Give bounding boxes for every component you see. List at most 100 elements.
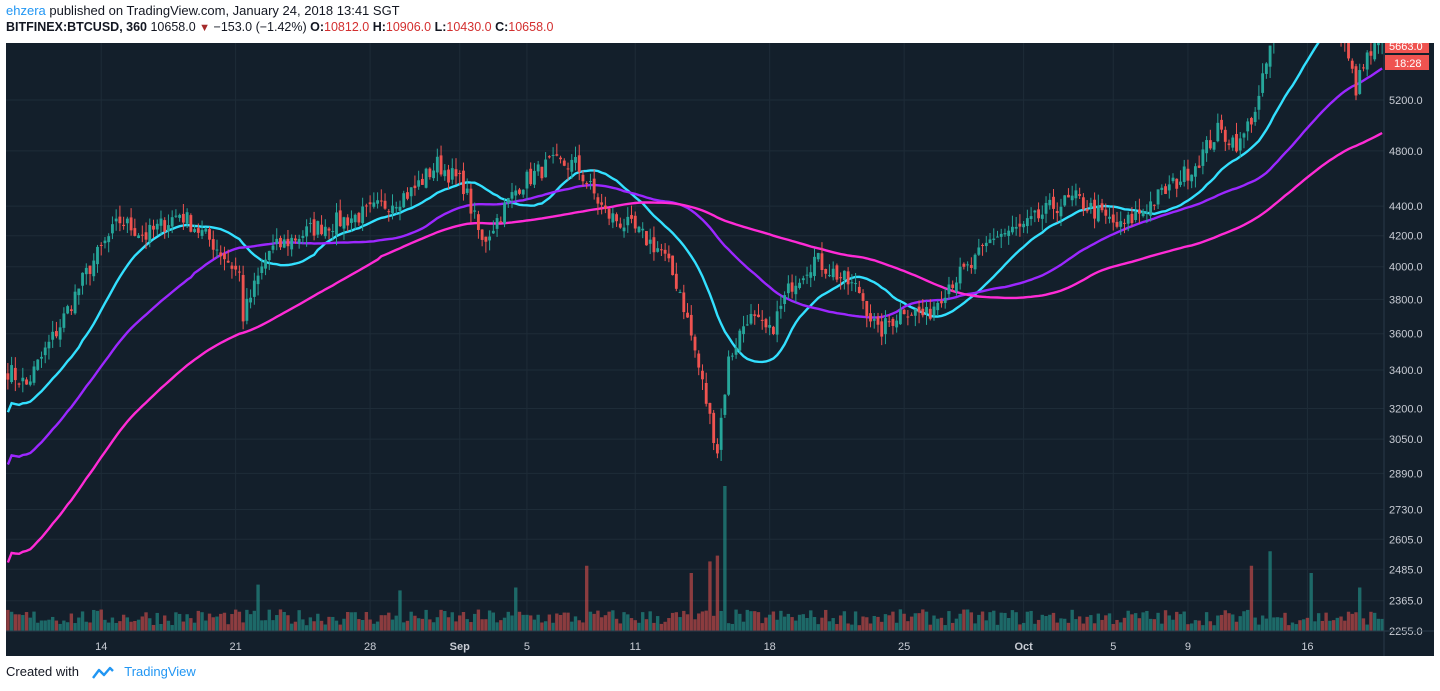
volume-bar: [177, 613, 182, 631]
volume-bar: [402, 622, 406, 631]
candle: [996, 230, 999, 238]
price-change: −153.0 (−1.42%): [213, 20, 307, 34]
volume-bar: [581, 622, 585, 631]
volume-bar: [562, 612, 566, 631]
candle-body: [170, 217, 174, 227]
candle: [43, 341, 47, 364]
candle-body: [1160, 187, 1164, 190]
candle: [988, 232, 992, 244]
candle: [566, 162, 570, 181]
candle-body: [589, 181, 592, 183]
price-tick-label: 3200.0: [1389, 404, 1423, 416]
candle-body: [32, 366, 36, 383]
candle: [891, 317, 895, 335]
volume-bar: [558, 614, 563, 631]
volume-bar: [215, 616, 219, 631]
candle: [592, 168, 596, 200]
tradingview-brand-link[interactable]: TradingView: [124, 664, 196, 679]
volume-bar: [99, 609, 103, 631]
volume-bar: [28, 617, 32, 631]
volume-bar: [301, 619, 305, 631]
volume-bar: [771, 611, 776, 631]
volume-bar: [670, 612, 675, 631]
candle: [1033, 209, 1037, 223]
volume-bar: [805, 617, 809, 631]
candle: [137, 233, 140, 239]
candle: [47, 334, 51, 360]
volume-bar: [375, 621, 380, 631]
candle-body: [1137, 209, 1141, 214]
price-chart[interactable]: 5200.0 4800.0 4400.0 4200.0 4000.0 3800.0 3600…: [6, 43, 1434, 656]
candle: [484, 236, 488, 253]
candle: [798, 278, 801, 290]
candle-body: [327, 228, 331, 231]
candle: [536, 160, 540, 176]
volume-bar: [431, 622, 436, 631]
volume-bar: [1066, 622, 1071, 631]
candle-body: [10, 365, 14, 383]
volume-bar: [1096, 613, 1100, 631]
volume-bar: [995, 624, 1000, 631]
candle: [1376, 43, 1380, 54]
candle-body: [1067, 194, 1070, 198]
candle-body: [816, 253, 820, 260]
date-tick-label: 11: [630, 641, 641, 653]
candle-body: [495, 218, 499, 229]
candle-body: [540, 166, 544, 179]
candle-body: [1167, 184, 1171, 191]
price-tick-label: 3050.0: [1389, 434, 1423, 446]
candle: [152, 219, 155, 239]
candle-body: [656, 248, 660, 252]
volume-bar: [689, 573, 693, 631]
date-tick-label: 5: [1110, 641, 1116, 653]
candle: [954, 276, 958, 296]
volume-bar: [973, 623, 977, 631]
candle-body: [1014, 226, 1018, 229]
candle-body: [267, 250, 271, 261]
volume-bar: [1141, 612, 1145, 631]
candle-body: [286, 238, 290, 247]
candle: [917, 300, 921, 324]
down-arrow-icon: ▼: [199, 22, 211, 34]
candle: [521, 189, 525, 198]
candle: [103, 236, 107, 249]
candle-body: [663, 249, 667, 254]
volume-bar: [487, 610, 492, 631]
candle: [559, 155, 562, 164]
candle-body: [230, 265, 234, 269]
candle-body: [641, 228, 645, 231]
tradingview-logo-icon: [91, 666, 114, 679]
candle-body: [910, 314, 914, 316]
volume-bar: [846, 623, 850, 631]
volume-bar: [372, 623, 376, 631]
candle: [768, 316, 772, 336]
volume-bar: [24, 612, 29, 631]
ohlc-legend: BITFINEX:BTCUSD, 360 10658.0 ▼ −153.0 (−…: [6, 19, 1434, 37]
candle-body: [174, 215, 178, 217]
candle-body: [1055, 211, 1059, 214]
volume-bar: [21, 614, 25, 631]
author-link[interactable]: ehzera: [6, 3, 46, 18]
symbol-label[interactable]: BITFINEX:BTCUSD, 360: [6, 20, 147, 34]
candle: [163, 217, 167, 239]
volume-bar: [174, 612, 178, 631]
candle: [1048, 193, 1052, 210]
volume-bar: [219, 613, 223, 631]
candle-body: [54, 331, 58, 337]
volume-bar: [1369, 611, 1373, 631]
candle-body: [73, 291, 77, 314]
candle: [693, 334, 697, 358]
price-axis-strip: [1384, 43, 1434, 631]
candle: [745, 314, 749, 326]
volume-bar: [450, 612, 454, 631]
candle: [1014, 216, 1018, 236]
candle-body: [1358, 70, 1362, 94]
candle-body: [730, 355, 734, 357]
candle-body: [1078, 194, 1082, 196]
volume-bar: [1234, 621, 1239, 631]
candle: [432, 163, 436, 181]
candle-body: [839, 277, 843, 279]
date-tick-label: 14: [95, 641, 107, 653]
volume-bar: [585, 565, 589, 631]
volume-bar: [1324, 612, 1328, 631]
